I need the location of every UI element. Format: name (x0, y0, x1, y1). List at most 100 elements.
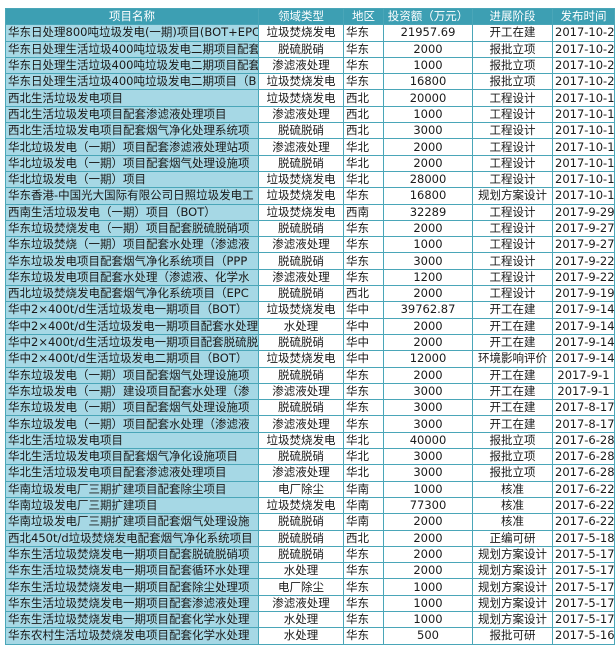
table-row: 华东垃圾发电项目配套水处理（渗滤液、化学水 渗滤液处理 华东 1200 工程设计 2017… (5, 268, 615, 287)
cell-stage: 开工在建 (472, 366, 553, 384)
cell-domain-type: 脱硫脱硝 (258, 399, 344, 417)
cell-publish-date: 2017-10-18 (552, 187, 615, 205)
cell-publish-date: 2017-6-28 (552, 448, 615, 466)
table-row: 华东垃圾发电项目配套烟气净化系统项目（PPP 脱硫脱硝 华东 3000 工程设计 2017… (5, 252, 615, 270)
table-row: 华中2×400t/d生活垃圾发电二期项目（BOT） 垃圾焚烧发电 华中 12000 环境… (5, 350, 615, 368)
cell-stage: 规划方案设计 (472, 610, 553, 629)
table-row: 华北生活垃圾发电项目配套烟气净化设施项目 脱硫脱硝 华北 3000 报批立项 2017-6… (5, 448, 615, 466)
table-row: 西北垃圾焚烧发电配套烟气净化系统项目（EPC 脱硫脱硝 西北 2000 工程设计 2017… (5, 285, 615, 303)
cell-stage: 工程设计 (472, 154, 553, 172)
cell-domain-type: 渗滤液处理 (258, 268, 344, 287)
table-row: 华东香港-中国光大国际有限公司日照垃圾发电工 垃圾焚烧发电 华东 16800 规划方案设… (5, 187, 615, 205)
cell-region: 华东 (343, 382, 384, 401)
cell-publish-date: 2017-10-24 (552, 24, 615, 42)
cell-stage: 开工在建 (472, 415, 553, 433)
cell-investment: 2000 (383, 545, 473, 564)
cell-project-name: 华南垃圾发电厂三期扩建项目配套烟气处理设施 (5, 513, 259, 531)
cell-region: 华中 (343, 301, 384, 319)
cell-domain-type: 渗滤液处理 (258, 236, 344, 254)
table-row: 华北垃圾发电（一期）项目配套渗滤液处理站项 渗滤液处理 华北 2000 工程设计 2017… (5, 138, 615, 156)
cell-domain-type: 垃圾焚烧发电 (258, 187, 344, 205)
cell-domain-type: 脱硫脱硝 (258, 366, 344, 384)
cell-publish-date: 2017-5-17 (552, 562, 615, 580)
cell-investment: 1000 (383, 105, 473, 124)
cell-project-name: 华东垃圾焚烧发电（一期）项目配套脱硫脱硝项 (5, 219, 259, 238)
cell-region: 华南 (343, 496, 384, 515)
cell-investment: 2000 (383, 40, 473, 58)
cell-project-name: 华东生活垃圾焚烧发电一期项目配套化学水处理 (5, 610, 259, 629)
cell-publish-date: 2017-9-14 (552, 333, 615, 352)
cell-investment: 3000 (383, 448, 473, 466)
cell-publish-date: 2017-5-16 (552, 627, 615, 645)
cell-investment: 3000 (383, 464, 473, 482)
cell-investment: 3000 (383, 122, 473, 140)
cell-project-name: 华东农村生活垃圾焚烧发电项目配套化学水处理 (5, 627, 259, 645)
table-row: 华东垃圾发电（一期）项目配套烟气处理设施项 脱硫脱硝 华东 3000 开工在建 2017-… (5, 399, 615, 417)
cell-project-name: 华东生活垃圾焚烧发电一期项目配套渗滤液处理 (5, 594, 259, 612)
cell-investment: 39762.87 (383, 301, 473, 319)
cell-region: 西北 (343, 529, 384, 547)
cell-publish-date: 2017-10-18 (552, 154, 615, 172)
cell-publish-date: 2017-9-1 (552, 382, 615, 401)
cell-domain-type: 垃圾焚烧发电 (258, 24, 344, 42)
cell-project-name: 华东垃圾发电（一期）项目配套水处理（渗滤液 (5, 415, 259, 433)
cell-project-name: 华东垃圾发电（一期）建设项目配套水处理（渗 (5, 382, 259, 401)
cell-investment: 1000 (383, 236, 473, 254)
cell-investment: 2000 (383, 138, 473, 156)
header-domain-type: 领域类型 (258, 7, 344, 26)
table-row: 华东日处理生活垃圾400吨垃圾发电二期项目配套 渗滤液处理 华东 1000 报批立项 20… (5, 56, 615, 75)
table-row: 华东生活垃圾焚烧发电一期项目配套循环水处理 水处理 华东 2000 规划方案设计 2017… (5, 562, 615, 580)
cell-investment: 12000 (383, 350, 473, 368)
cell-domain-type: 垃圾焚烧发电 (258, 89, 344, 107)
table-row: 西北生活垃圾发电项目配套渗滤液处理项目 渗滤液处理 西北 1000 工程设计 2017-1… (5, 105, 615, 124)
cell-region: 西北 (343, 89, 384, 107)
cell-domain-type: 水处理 (258, 562, 344, 580)
header-region: 地区 (343, 7, 384, 26)
cell-stage: 规划方案设计 (472, 578, 553, 596)
table-row: 华东生活垃圾焚烧发电一期项目配套化学水处理 水处理 华东 1000 规划方案设计 2017… (5, 610, 615, 629)
cell-publish-date: 2017-9-22 (552, 252, 615, 270)
cell-investment: 1000 (383, 578, 473, 596)
cell-domain-type: 脱硫脱硝 (258, 448, 344, 466)
cell-investment: 21957.69 (383, 24, 473, 42)
cell-publish-date: 2017-6-28 (552, 464, 615, 482)
cell-publish-date: 2017-10-24 (552, 56, 615, 75)
header-investment: 投资额（万元） (383, 7, 473, 26)
table-row: 西南生活垃圾发电（一期）项目（BOT） 垃圾焚烧发电 西南 32289 工程设计 2017… (5, 203, 615, 221)
cell-domain-type: 渗滤液处理 (258, 138, 344, 156)
cell-domain-type: 垃圾焚烧发电 (258, 350, 344, 368)
table-row: 华东垃圾焚烧（一期）项目配套水处理（渗滤液 渗滤液处理 华东 1000 工程设计 2017… (5, 236, 615, 254)
cell-project-name: 西北450t/d垃圾焚烧发电配套烟气净化系统项目 (5, 529, 259, 547)
cell-region: 华北 (343, 448, 384, 466)
cell-domain-type: 脱硫脱硝 (258, 529, 344, 547)
cell-stage: 工程设计 (472, 122, 553, 140)
cell-publish-date: 2017-6-22 (552, 513, 615, 531)
cell-project-name: 华东日处理生活垃圾400吨垃圾发电二期项目（B (5, 73, 259, 91)
cell-stage: 工程设计 (472, 285, 553, 303)
cell-stage: 工程设计 (472, 236, 553, 254)
cell-investment: 2000 (383, 285, 473, 303)
cell-stage: 报批立项 (472, 56, 553, 75)
cell-domain-type: 垃圾焚烧发电 (258, 431, 344, 450)
cell-region: 华东 (343, 40, 384, 58)
cell-stage: 开工在建 (472, 317, 553, 335)
cell-publish-date: 2017-5-17 (552, 610, 615, 629)
table-row: 华南垃圾发电厂三期扩建项目 垃圾焚烧发电 华南 77300 核准 2017-6-22 (5, 496, 615, 515)
cell-region: 华东 (343, 268, 384, 287)
cell-publish-date: 2017-9-14 (552, 301, 615, 319)
cell-publish-date: 2017-5-17 (552, 594, 615, 612)
cell-investment: 40000 (383, 431, 473, 450)
cell-region: 华东 (343, 24, 384, 42)
cell-publish-date: 2017-6-28 (552, 431, 615, 450)
table-row: 西北生活垃圾发电项目配套烟气净化处理系统项 脱硫脱硝 西北 3000 工程设计 2017-… (5, 122, 615, 140)
cell-domain-type: 垃圾焚烧发电 (258, 496, 344, 515)
cell-stage: 正编可研 (472, 529, 553, 547)
cell-project-name: 华中2×400t/d生活垃圾发电一期项目配套脱硫脱 (5, 333, 259, 352)
cell-publish-date: 2017-9-1 (552, 366, 615, 384)
cell-publish-date: 2017-9-27 (552, 219, 615, 238)
table-row: 华中2×400t/d生活垃圾发电一期项目配套水处理 水处理 华中 2000 开工在建 20… (5, 317, 615, 335)
cell-project-name: 西北生活垃圾发电项目 (5, 89, 259, 107)
table-body: 华东日处理800吨垃圾发电(一期)项目(BOT+EPC 垃圾焚烧发电 华东 21957… (5, 24, 615, 645)
cell-project-name: 华北垃圾发电（一期）项目 (5, 170, 259, 189)
cell-publish-date: 2017-10-18 (552, 170, 615, 189)
